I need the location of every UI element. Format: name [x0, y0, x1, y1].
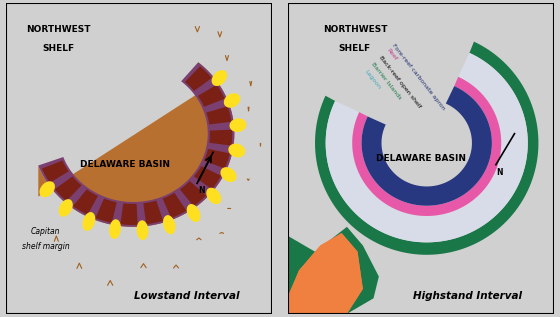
Polygon shape	[315, 42, 538, 255]
Text: Highstand Interval: Highstand Interval	[413, 291, 522, 301]
Text: Lagoon: Lagoon	[363, 68, 381, 90]
Polygon shape	[163, 215, 175, 234]
Polygon shape	[82, 212, 95, 231]
Polygon shape	[38, 62, 234, 227]
Polygon shape	[59, 199, 73, 217]
Polygon shape	[463, 192, 473, 203]
Polygon shape	[458, 80, 468, 90]
Polygon shape	[42, 160, 69, 183]
Polygon shape	[39, 181, 55, 197]
Polygon shape	[137, 220, 148, 240]
Polygon shape	[206, 188, 221, 204]
Polygon shape	[143, 201, 163, 224]
Polygon shape	[209, 130, 232, 146]
Polygon shape	[73, 189, 98, 215]
Text: N: N	[198, 186, 204, 196]
Polygon shape	[221, 167, 236, 182]
Polygon shape	[120, 203, 138, 225]
Polygon shape	[55, 176, 82, 201]
Polygon shape	[109, 219, 121, 239]
Polygon shape	[186, 204, 200, 222]
Polygon shape	[288, 227, 379, 314]
Polygon shape	[288, 233, 363, 314]
Polygon shape	[362, 86, 492, 206]
Polygon shape	[180, 181, 206, 206]
Polygon shape	[38, 62, 234, 227]
Polygon shape	[487, 113, 496, 123]
Polygon shape	[493, 144, 500, 152]
Polygon shape	[224, 93, 240, 108]
Text: SHELF: SHELF	[339, 43, 371, 53]
Text: Lowstand Interval: Lowstand Interval	[134, 291, 240, 301]
Text: SHELF: SHELF	[43, 43, 75, 53]
Polygon shape	[185, 66, 212, 91]
Polygon shape	[326, 53, 528, 243]
Polygon shape	[198, 85, 225, 107]
Text: N: N	[497, 168, 503, 177]
Polygon shape	[489, 157, 498, 167]
Polygon shape	[204, 149, 230, 169]
Text: NORTHWEST: NORTHWEST	[323, 25, 387, 34]
Text: DELAWARE BASIN: DELAWARE BASIN	[376, 154, 466, 163]
Text: Barrier Islands: Barrier Islands	[370, 62, 402, 101]
Text: NORTHWEST: NORTHWEST	[26, 25, 91, 34]
Polygon shape	[194, 166, 221, 189]
Polygon shape	[352, 77, 501, 216]
Text: Capitan: Capitan	[31, 227, 60, 236]
Polygon shape	[206, 106, 231, 125]
Text: Reef: Reef	[385, 48, 398, 62]
Polygon shape	[492, 128, 500, 137]
Polygon shape	[230, 118, 246, 132]
Text: shelf margin: shelf margin	[22, 243, 69, 251]
Text: DELAWARE BASIN: DELAWARE BASIN	[80, 160, 170, 169]
Polygon shape	[470, 88, 480, 99]
Text: Fore-reef carbonate apron: Fore-reef carbonate apron	[391, 42, 446, 111]
Polygon shape	[228, 144, 245, 158]
Polygon shape	[95, 198, 116, 223]
Polygon shape	[212, 70, 227, 86]
Polygon shape	[480, 100, 490, 111]
Polygon shape	[288, 233, 363, 314]
Polygon shape	[474, 182, 484, 193]
Polygon shape	[162, 193, 186, 218]
Polygon shape	[483, 171, 493, 181]
Text: Back-reef open shelf: Back-reef open shelf	[378, 55, 422, 109]
